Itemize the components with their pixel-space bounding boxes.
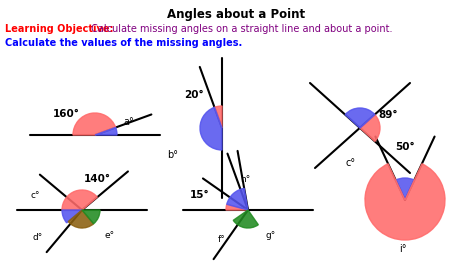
Text: 50°: 50° [395,142,415,152]
Text: Learning Objective:: Learning Objective: [5,24,114,34]
Wedge shape [214,106,222,128]
Wedge shape [95,127,117,135]
Text: 20°: 20° [184,90,203,100]
Text: h°: h° [240,175,250,184]
Wedge shape [226,204,248,210]
Wedge shape [73,113,116,135]
Text: 140°: 140° [84,174,111,184]
Text: Angles about a Point: Angles about a Point [167,8,305,21]
Wedge shape [345,108,375,128]
Text: f°: f° [218,235,226,244]
Wedge shape [360,115,380,142]
Text: i°: i° [399,244,406,254]
Wedge shape [68,210,94,228]
Text: c°: c° [30,191,40,200]
Text: Calculate missing angles on a straight line and about a point.: Calculate missing angles on a straight l… [88,24,393,34]
Wedge shape [82,210,100,224]
Wedge shape [227,188,248,210]
Text: 160°: 160° [53,109,80,119]
Text: e°: e° [104,231,114,240]
Wedge shape [200,107,222,150]
Text: c°: c° [345,158,355,168]
Text: g°: g° [266,231,276,240]
Wedge shape [233,210,258,228]
Text: d°: d° [32,233,42,242]
Text: Calculate the values of the missing angles.: Calculate the values of the missing angl… [5,38,242,48]
Wedge shape [62,210,82,223]
Text: a°: a° [123,117,134,127]
Wedge shape [62,190,97,210]
Text: b°: b° [167,150,178,160]
Text: 89°: 89° [378,110,397,120]
Text: 15°: 15° [190,190,210,200]
Wedge shape [396,178,414,200]
Wedge shape [365,164,445,240]
